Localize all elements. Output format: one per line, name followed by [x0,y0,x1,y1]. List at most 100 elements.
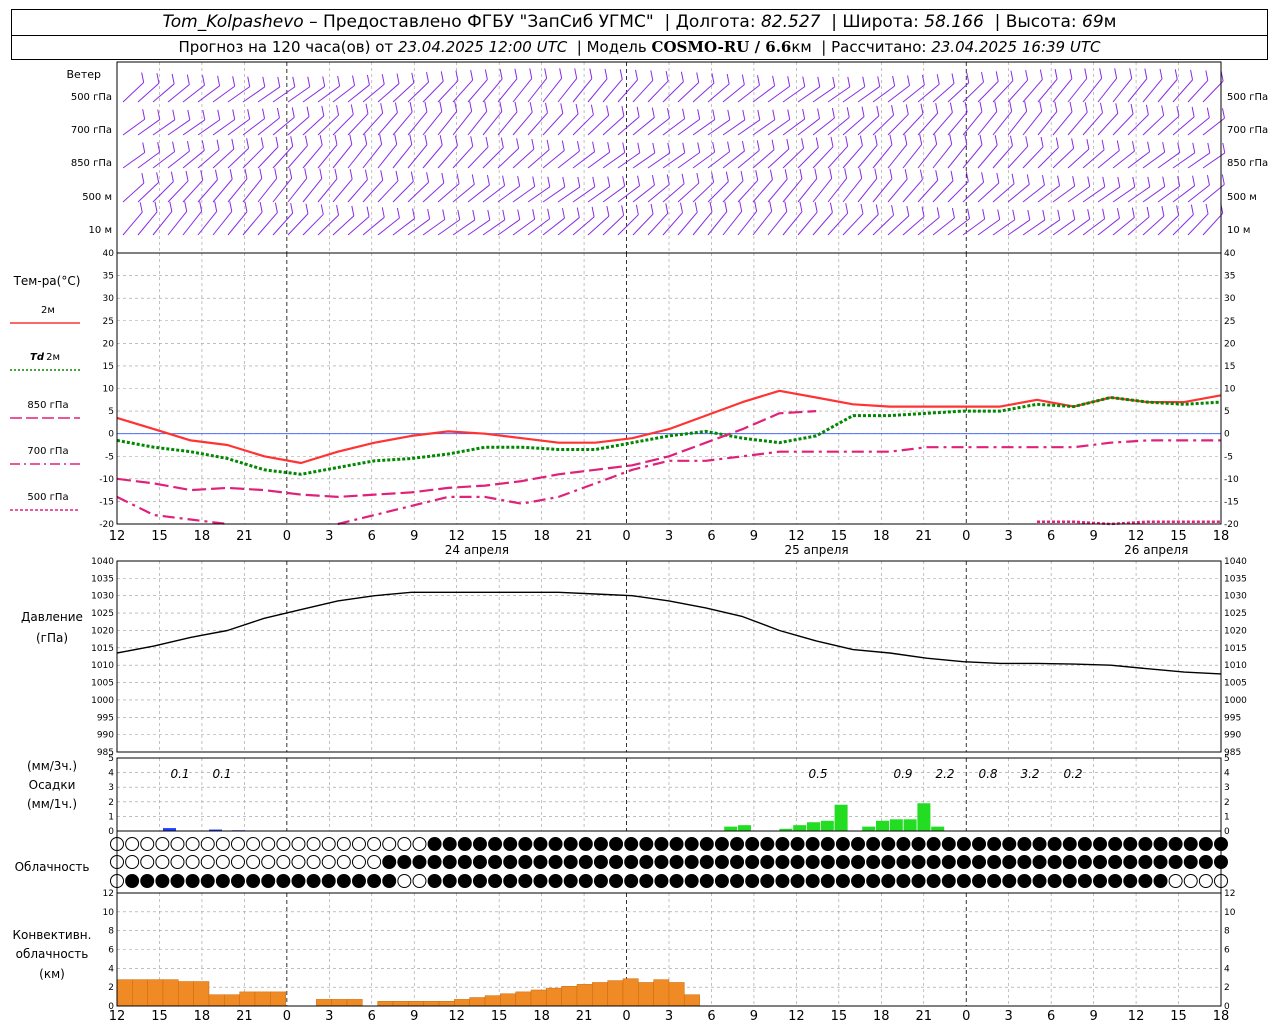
wind-barb [587,78,608,103]
cloud-symbol [1153,855,1168,869]
cloud-symbol [851,837,866,851]
wind-barb-flag [169,201,173,212]
wind-barb [1187,152,1211,169]
pressure-tick-label: 1030 [91,592,114,602]
wind-barb [392,218,415,236]
cloud-symbol [1062,837,1077,851]
wind-barb [497,78,518,103]
cloud-symbol [125,855,140,869]
wind-barb-flag [829,168,833,179]
cloud-symbol [1123,874,1138,888]
wind-barb-flag [622,176,626,187]
wind-barb [1187,213,1209,236]
x-tick-label: 0 [962,529,970,544]
wind-barb [122,211,143,236]
cloud-symbol [170,855,185,869]
cloud-symbol [941,874,956,888]
wind-barb [557,217,580,236]
conv-bar [469,997,486,1007]
wind-barb-flag [964,102,968,113]
wind-barb-flag [576,207,580,218]
wind-barb-flag [395,170,399,181]
temp-tick-label: -15 [1224,497,1239,507]
wind-barb-flag [334,134,338,145]
cloud-symbol [730,855,745,869]
wind-barb-flag [964,134,968,145]
cloud-symbol [457,874,472,888]
wind-barb [902,144,923,169]
wind-barb [332,114,354,136]
cloud-symbol [1017,874,1032,888]
wind-barb-flag [454,135,458,146]
wind-level-label: 850 гПа [71,158,112,169]
wind-barb-flag [214,169,218,180]
x-tick-label: 12 [1128,529,1145,544]
temp-tick-label: 20 [1224,339,1236,349]
wind-barb-flag [1116,140,1120,151]
wind-barb [437,219,461,236]
wind-barb [797,118,820,136]
cloud-symbol [896,855,911,869]
wind-barb [797,211,818,236]
precip-bar [793,825,807,831]
grid-lines [116,62,1222,1006]
wind-barb [662,183,685,203]
wind-barb [1097,150,1120,169]
wind-barb [677,82,700,103]
x-tick-label: 15 [151,529,168,544]
cloud-symbol [1047,837,1062,851]
cloud-symbol [563,855,578,869]
conv-bar [500,993,516,1007]
wind-barb [827,145,849,169]
cloud-symbol [926,837,941,851]
wind-barb [722,211,743,236]
cloud-symbol [518,874,533,888]
precip-title: Осадки [29,778,76,792]
cloud-symbol [533,874,548,888]
x-tick-label: 12 [109,529,126,544]
cloud-symbol [427,874,442,888]
wind-barb [1127,151,1150,169]
wind-barb [1157,185,1180,203]
precip-tick-label: 5 [1224,754,1230,764]
wind-level-label: 500 м [1227,192,1257,203]
cloud-symbol [1198,855,1213,869]
wind-barb-flag [440,71,444,82]
cloud-symbol [321,874,336,888]
cloud-symbol [956,837,971,851]
wind-barb [1112,217,1135,236]
wind-barb [1022,219,1046,236]
wind-barb-flag [274,202,278,213]
cloud-symbol [790,855,805,869]
wind-barb [1157,152,1181,169]
wind-barb-flag [514,68,518,79]
cloud-symbol [684,837,699,851]
cloud-symbol [1138,855,1153,869]
wind-barb [707,181,729,203]
wind-barb-flag [784,201,788,212]
cloud-symbol [215,855,230,869]
wind-barb-flag [1174,69,1178,80]
temp-tick-label: -10 [99,475,114,485]
panel-frame-conv [116,892,1222,1007]
temp-tick-label: 40 [1224,249,1236,259]
cloud-symbol [1198,874,1213,888]
wind-barb-flag [139,202,143,213]
wind-barb [1082,186,1106,203]
x-tick-label: 6 [368,1009,376,1024]
wind-barb [842,178,863,203]
cloud-symbol [246,855,261,869]
wind-barb [857,214,879,236]
calc-label: Рассчитано: [831,38,927,56]
precip-total-label: 0.9 [893,767,912,781]
cloud-symbol [669,837,684,851]
wind-barb [392,181,414,203]
wind-barb-flag [965,171,969,182]
cloud-symbol [1047,874,1062,888]
temp-tick-label: 25 [103,317,114,327]
wind-barb [932,217,955,236]
wind-barb-flag [1012,209,1016,220]
wind-barb-flag [802,76,806,87]
cloud-symbol [775,855,790,869]
wind-barb [857,115,880,136]
